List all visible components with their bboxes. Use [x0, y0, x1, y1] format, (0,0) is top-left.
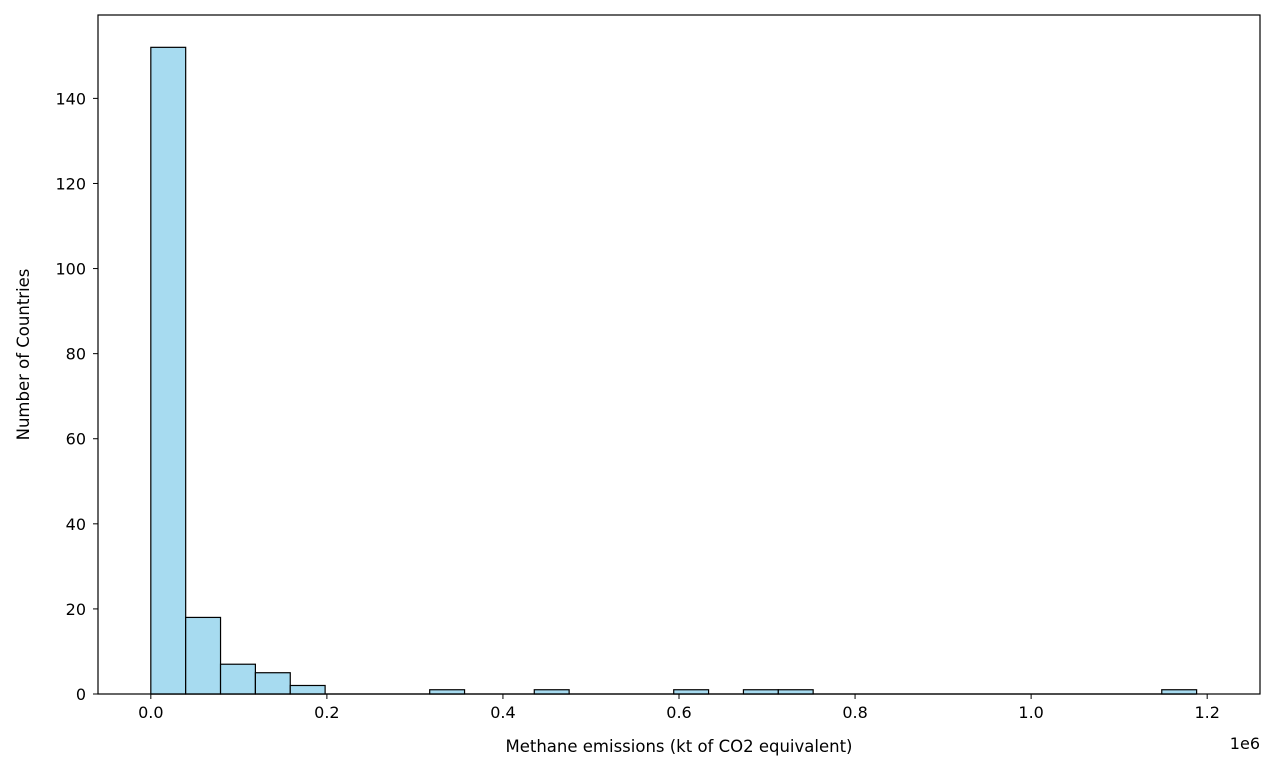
- bars-group: [150, 46, 1198, 695]
- plot-frame: [97, 14, 1261, 695]
- histogram-bar: [673, 689, 710, 695]
- x-axis-ticks: 0.0 0.2 0.4 0.6 0.8 1.0 1.2: [138, 694, 1220, 722]
- x-tick-label: 1.2: [1194, 703, 1219, 722]
- y-axis-ticks: 0 20 40 60 80 100 120 140: [55, 89, 98, 704]
- histogram-bar: [289, 684, 326, 695]
- histogram-bar: [185, 616, 222, 695]
- histogram-bar: [533, 689, 570, 695]
- histogram-bar: [219, 663, 256, 695]
- y-tick-label: 120: [55, 174, 86, 193]
- x-tick-label: 0.4: [490, 703, 515, 722]
- x-tick-label: 1.0: [1018, 703, 1043, 722]
- histogram-bar: [777, 689, 814, 695]
- y-tick-label: 80: [66, 345, 86, 364]
- y-tick-label: 140: [55, 89, 86, 108]
- y-tick-label: 100: [55, 260, 86, 279]
- x-axis-offset-text: 1e6: [1230, 734, 1260, 753]
- y-axis-label: Number of Countries: [14, 269, 33, 441]
- histogram-bar: [1161, 689, 1198, 695]
- x-tick-label: 0.0: [138, 703, 163, 722]
- x-tick-label: 0.2: [314, 703, 339, 722]
- y-tick-label: 60: [66, 430, 86, 449]
- x-tick-label: 0.6: [666, 703, 691, 722]
- histogram-bar: [429, 689, 466, 695]
- y-tick-label: 0: [76, 685, 86, 704]
- y-tick-label: 20: [66, 600, 86, 619]
- histogram-bar: [742, 689, 779, 695]
- x-axis-label: Methane emissions (kt of CO2 equivalent): [505, 737, 852, 756]
- histogram-bar: [150, 46, 187, 695]
- x-tick-label: 0.8: [842, 703, 867, 722]
- histogram-bar: [254, 672, 291, 695]
- y-tick-label: 40: [66, 515, 86, 534]
